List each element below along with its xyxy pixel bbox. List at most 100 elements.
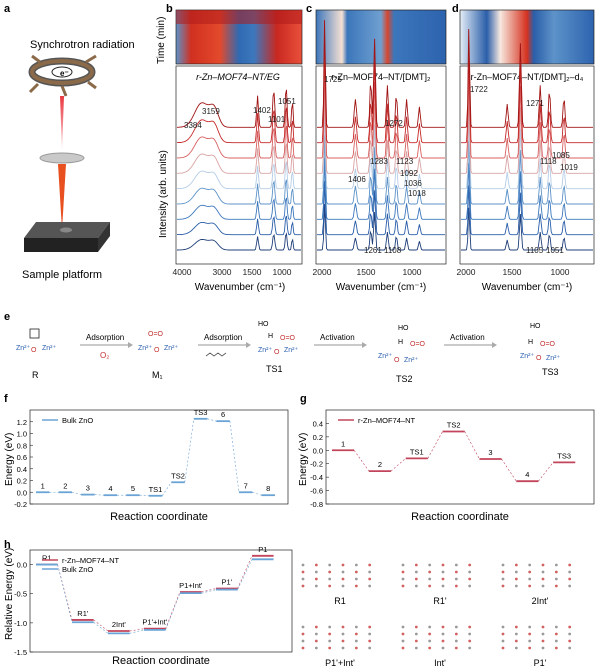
lattice-atom [541, 584, 545, 588]
lattice-atom [301, 577, 305, 581]
panel-e: Zn²⁺ O Zn²⁺ R Adsorption O₂ O=O Zn²⁺ O Z… [16, 321, 561, 384]
y-tick-label: 0.0 [313, 446, 323, 455]
x-tick-label: 3000 [213, 267, 232, 277]
connector [57, 564, 73, 623]
h-x-axis-label: Reaction coordinate [112, 655, 210, 667]
panel-letter-d: d [452, 3, 459, 15]
state-label-M1: M₁ [152, 370, 163, 380]
o2-molecule: O=O [148, 331, 164, 338]
lattice-atom [314, 646, 318, 650]
state-label: TS1 [410, 447, 424, 456]
x-tick-label: 1000 [403, 267, 422, 277]
lattice-atom [468, 646, 472, 650]
lattice-atom [568, 625, 572, 629]
time-axis-label: Time (min) [156, 17, 167, 64]
lattice-atom [354, 632, 358, 636]
connector [165, 593, 181, 630]
lattice-atom [328, 570, 332, 574]
spectrum-trace [317, 43, 445, 144]
lattice-atom [514, 570, 518, 574]
lattice-atom [554, 570, 558, 574]
panel-c-spectra [317, 20, 445, 251]
peak-label: 3384 [184, 121, 202, 130]
y-tick-label: 1.2 [17, 418, 27, 427]
spectrum-trace [461, 51, 593, 144]
zn-atom: Zn²⁺ [546, 355, 561, 362]
lattice-atom [301, 625, 305, 629]
lattice-atom [441, 646, 445, 650]
connector [207, 418, 217, 422]
spectrum-trace [461, 140, 593, 205]
peak-label: 1271 [526, 99, 544, 108]
sample-stage-icon [24, 222, 110, 252]
lattice-atom [468, 639, 472, 643]
lattice-atom [341, 563, 345, 567]
structure-label: Int' [434, 658, 446, 668]
lattice-atom [368, 563, 372, 567]
lattice-atom [401, 584, 405, 588]
connector [165, 591, 181, 629]
lattice-atom [328, 563, 332, 567]
structure-label: P1'+Int' [325, 658, 355, 668]
spectrum-trace [177, 143, 301, 174]
lattice-atom [441, 625, 445, 629]
peak-label: 1118 [540, 157, 557, 166]
zn-atom: Zn²⁺ [404, 357, 419, 364]
y-tick-label: 0.4 [313, 419, 323, 428]
lattice-atom [501, 639, 505, 643]
x-axis-label: Wavenumber (cm⁻¹) [482, 282, 572, 293]
peak-label: 1261 [364, 246, 382, 255]
state-label: 4 [525, 470, 529, 479]
o2-label: O₂ [100, 351, 109, 360]
peak-label: 1085 [552, 151, 570, 160]
lattice-atom [441, 563, 445, 567]
lattice-atom [328, 646, 332, 650]
spectrum-trace [317, 135, 445, 205]
connector [201, 588, 217, 593]
lattice-atom [401, 646, 405, 650]
lattice-atom [428, 625, 432, 629]
lattice-atom [354, 570, 358, 574]
spectrum-trace [177, 89, 301, 128]
y-tick-label: 0.8 [17, 441, 27, 450]
zn-atom: Zn²⁺ [258, 347, 273, 354]
lattice-atom [301, 563, 305, 567]
lattice-atom [554, 577, 558, 581]
connector [237, 555, 253, 589]
spectrum-trace [177, 161, 301, 190]
spectrum-trace [317, 89, 445, 174]
lattice-atom [328, 632, 332, 636]
lattice-atom [301, 632, 305, 636]
state-label: 2Int' [112, 620, 127, 629]
connector [464, 431, 480, 460]
arrow-label: Adsorption [86, 333, 124, 342]
peak-label: 1725 [324, 75, 342, 84]
state-label: 2 [63, 481, 67, 490]
x-tick-label: 2000 [313, 267, 332, 277]
lattice-atom [528, 577, 532, 581]
o2-molecule: O=O [280, 335, 296, 342]
spectra-frames [175, 65, 595, 265]
connector [129, 629, 145, 634]
state-label-TS2: TS2 [396, 374, 413, 384]
lattice-atom [328, 577, 332, 581]
lattice-atom [454, 639, 458, 643]
lattice-atom [568, 632, 572, 636]
g-y-axis-label: Energy (eV) [298, 433, 309, 486]
ethylene-glycol-icon [205, 352, 227, 357]
panel-b-spectra [176, 89, 301, 251]
lattice-atom [541, 639, 545, 643]
y-tick-label: 1.0 [17, 430, 27, 439]
lattice-atom [541, 625, 545, 629]
state-label: 3 [488, 448, 492, 457]
spectrum-trace [461, 73, 593, 159]
xray-beam-upper [60, 96, 64, 150]
zn-atom: Zn²⁺ [520, 353, 535, 360]
spectrum-trace [461, 185, 593, 236]
lattice-atom [501, 577, 505, 581]
zn-atom: Zn²⁺ [164, 345, 179, 352]
lattice-atom [354, 639, 358, 643]
lattice-atom [341, 584, 345, 588]
spectrum-trace [177, 197, 301, 220]
lattice-atom [314, 584, 318, 588]
